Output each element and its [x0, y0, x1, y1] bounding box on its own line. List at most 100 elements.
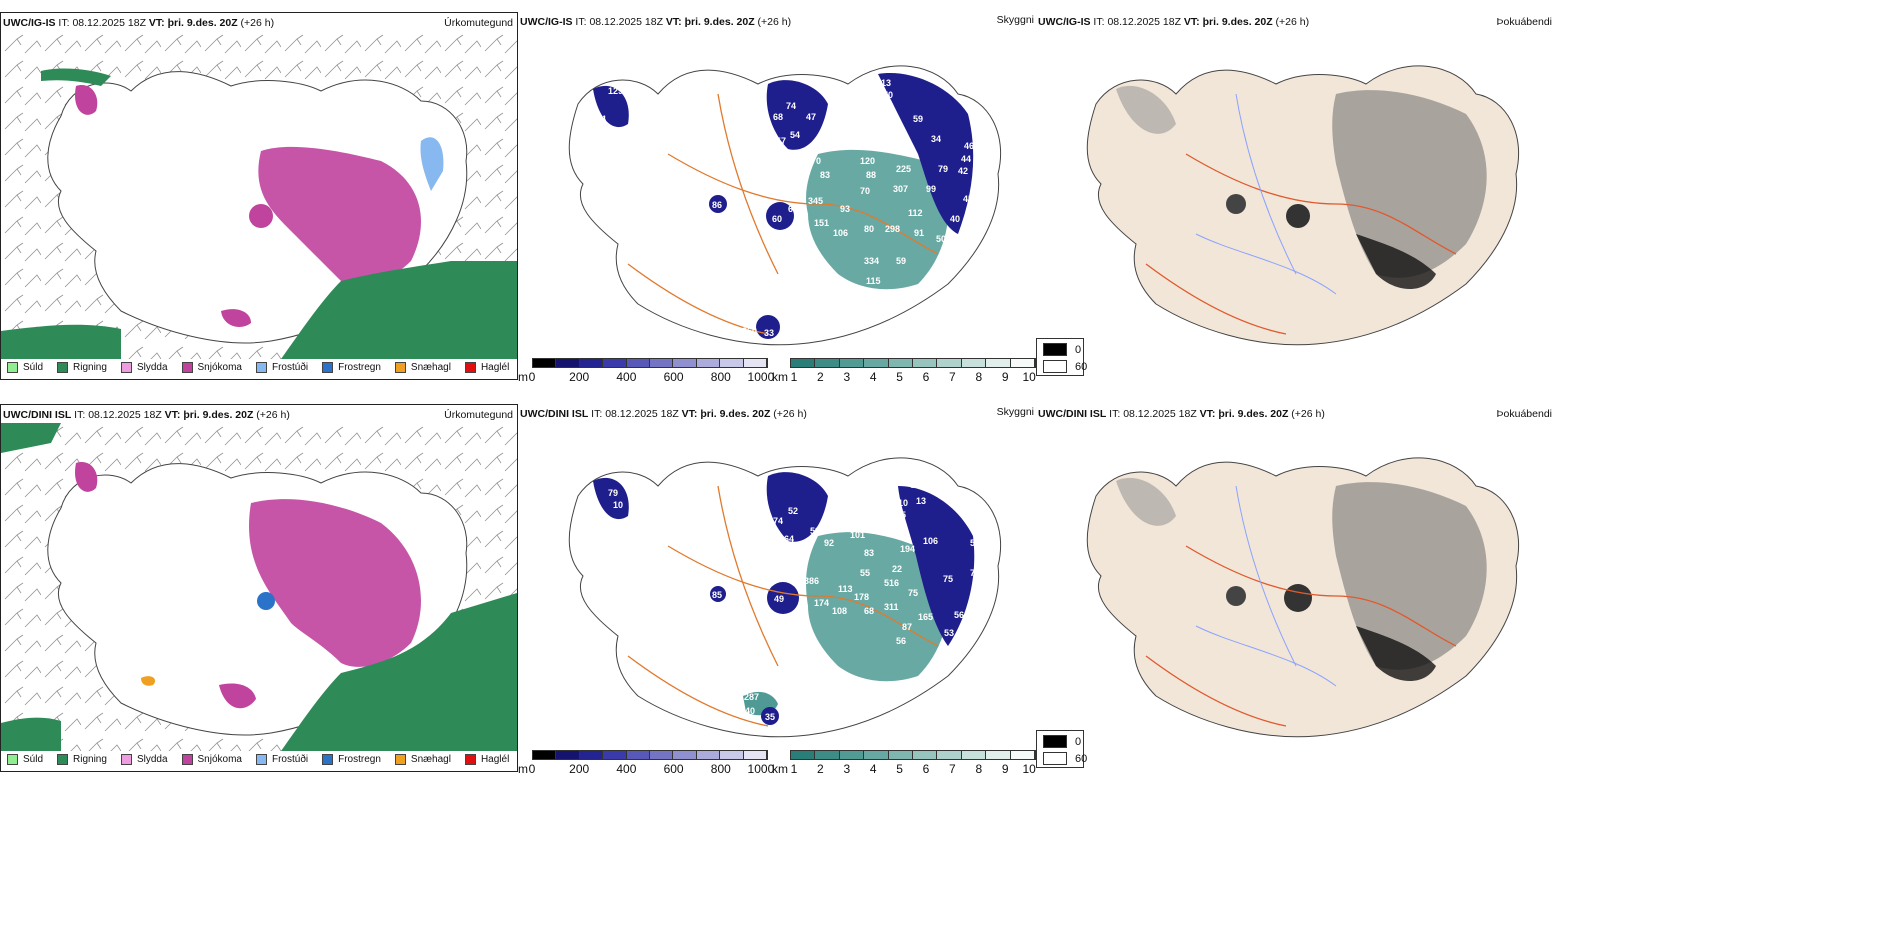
visibility-value: 112	[908, 208, 923, 218]
colorbar-tick: 2	[817, 370, 824, 384]
colorbar-tick: 3	[843, 762, 851, 776]
legend-label: Súld	[23, 754, 44, 765]
visibility-value: 55	[860, 568, 870, 578]
visibility-value: 56	[954, 610, 964, 620]
visibility-value: 225	[896, 164, 911, 174]
colorbar-tick: 1000	[747, 370, 775, 384]
legend-item: Súld	[7, 754, 43, 765]
colorbar-cell	[839, 751, 865, 759]
cloud-base-units: m	[518, 762, 528, 776]
legend-swatch	[7, 362, 18, 373]
precip-map	[1, 423, 517, 751]
visibility-ticks: 1 2 3 4 5 6 7 8 9 10	[790, 370, 1036, 384]
visibility-value: 334	[864, 256, 879, 266]
fog-legend-bottom: 0 60	[1036, 730, 1087, 768]
fog-legend-row: 60	[1043, 752, 1087, 765]
visibility-value: 108	[832, 606, 847, 616]
colorbar-tick: 1	[790, 762, 798, 776]
colorbar-tick: 1000	[747, 762, 775, 776]
colorbar-cell	[986, 751, 1011, 759]
visibility-value: 81	[910, 480, 920, 490]
legend-label: Snæhagl	[410, 362, 451, 373]
precip-legend: Súld Rigning Slydda Snjókoma Frostúði Fr…	[7, 754, 509, 765]
colorbar-tick: 800	[710, 762, 731, 776]
colorbar-cell	[791, 751, 816, 759]
legend-label: Haglél	[480, 362, 510, 373]
visibility-panel-bottom: UWC/DINI ISL IT: 08.12.2025 18Z VT: þri.…	[518, 404, 1036, 776]
cloud-base-ticks: 0 200 400 600 800 1000	[529, 370, 775, 384]
colorbar-tick: 10	[1022, 370, 1036, 384]
visibility-value: 70	[811, 156, 821, 166]
cloud-base-units: m	[518, 370, 528, 384]
visibility-value: 165	[918, 612, 933, 622]
visibility-value: 92	[824, 538, 834, 548]
colorbar-tick: 5	[896, 762, 903, 776]
legend-swatch	[322, 754, 334, 765]
visibility-value: 46	[964, 141, 974, 151]
legend-swatch	[255, 754, 267, 765]
visibility-value: 70	[860, 186, 870, 196]
colorbar-cell	[888, 751, 913, 759]
fog-legend-label: 60	[1075, 360, 1088, 373]
visibility-value: 87	[896, 522, 906, 532]
fog-legend-swatch	[1043, 360, 1067, 373]
colorbar-tick: 600	[663, 762, 684, 776]
precip-type-panel-top: UWC/IG-IS IT: 08.12.2025 18Z VT: þri. 9.…	[0, 12, 518, 380]
visibility-value: 194	[900, 544, 915, 554]
visibility-units: km	[772, 370, 788, 384]
visibility-value: 56	[896, 636, 906, 646]
legend-label: Haglél	[480, 754, 510, 765]
panel-header: UWC/DINI ISL IT: 08.12.2025 18Z VT: þri.…	[1038, 408, 1325, 420]
visibility-value: 88	[866, 170, 876, 180]
precip-type-label: Úrkomutegund	[444, 409, 513, 421]
visibility-value: 307	[893, 184, 908, 194]
visibility-value: 10	[898, 498, 908, 508]
visibility-value: 99	[926, 184, 936, 194]
visibility-value: 106	[833, 228, 848, 238]
cloud-base-ticks: 0 200 400 600 800 1000	[528, 762, 775, 776]
rain-area-nw	[41, 68, 111, 86]
legend-swatch	[255, 362, 267, 373]
visibility-value: 106	[923, 536, 938, 546]
legend-item: Slydda	[120, 754, 168, 765]
colorbar-cell	[696, 751, 721, 759]
visibility-value: 34	[931, 134, 941, 144]
colorbar-tick: 6	[922, 762, 930, 776]
legend-item: Haglél	[464, 362, 510, 373]
colorbar-cell	[815, 359, 840, 367]
colorbar-tick: 7	[949, 370, 956, 384]
cloud-base-colorbar: m 0 200 400 600 800 1000	[518, 750, 775, 776]
colorbar-tick: 5	[896, 370, 903, 384]
visibility-value: 75	[908, 588, 918, 598]
colorbar-tick: 9	[1001, 762, 1009, 776]
visibility-bar	[790, 750, 1036, 760]
panel-header: UWC/IG-IS IT: 08.12.2025 18Z VT: þri. 9.…	[1038, 16, 1310, 28]
visibility-value: 54	[790, 130, 800, 140]
colorbar-cell	[603, 751, 627, 759]
visibility-value: 516	[884, 578, 899, 588]
visibility-value: 75	[794, 546, 804, 556]
visibility-value: 345	[808, 196, 823, 206]
visibility-value: 93	[840, 204, 850, 214]
legend-label: Súld	[23, 362, 44, 373]
visibility-bar	[790, 358, 1036, 368]
fog-legend-row: 60	[1043, 360, 1087, 373]
visibility-value: 83	[864, 548, 874, 558]
colorbar-cell	[815, 751, 840, 759]
fog-legend-label: 60	[1075, 752, 1088, 765]
visibility-value: 22	[892, 564, 902, 574]
cloud-base-bar	[532, 750, 768, 760]
colorbar-tick: 0	[528, 762, 536, 776]
legend-label: Slydda	[136, 754, 168, 765]
visibility-value: 55	[630, 88, 640, 98]
visibility-value: 58	[970, 538, 980, 548]
visibility-value: 360	[742, 326, 757, 336]
visibility-value: 85	[896, 510, 906, 520]
visibility-value: 13	[881, 78, 891, 88]
colorbar-tick: 200	[569, 370, 590, 384]
visibility-value: 10	[613, 500, 623, 510]
visibility-value: 57	[776, 136, 786, 146]
legend-swatch	[57, 754, 69, 765]
colorbar-tick: 1	[790, 370, 798, 384]
colorbar-cell	[1010, 751, 1035, 759]
